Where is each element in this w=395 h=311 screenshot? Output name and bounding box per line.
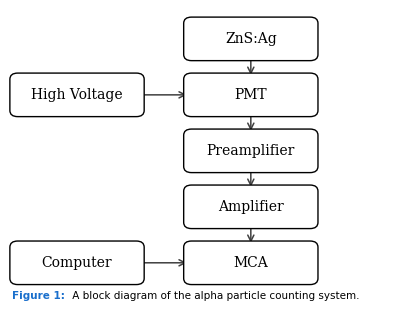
FancyBboxPatch shape <box>10 241 144 285</box>
Text: MCA: MCA <box>233 256 268 270</box>
FancyBboxPatch shape <box>184 185 318 229</box>
Text: High Voltage: High Voltage <box>31 88 123 102</box>
Text: PMT: PMT <box>235 88 267 102</box>
FancyBboxPatch shape <box>184 17 318 61</box>
FancyBboxPatch shape <box>184 241 318 285</box>
FancyBboxPatch shape <box>184 129 318 173</box>
Text: Amplifier: Amplifier <box>218 200 284 214</box>
FancyBboxPatch shape <box>10 73 144 117</box>
Text: Preamplifier: Preamplifier <box>207 144 295 158</box>
Text: Computer: Computer <box>42 256 112 270</box>
Text: ZnS:Ag: ZnS:Ag <box>225 32 277 46</box>
Text: A block diagram of the alpha particle counting system.: A block diagram of the alpha particle co… <box>69 291 359 301</box>
FancyBboxPatch shape <box>184 73 318 117</box>
Text: Figure 1:: Figure 1: <box>12 291 65 301</box>
